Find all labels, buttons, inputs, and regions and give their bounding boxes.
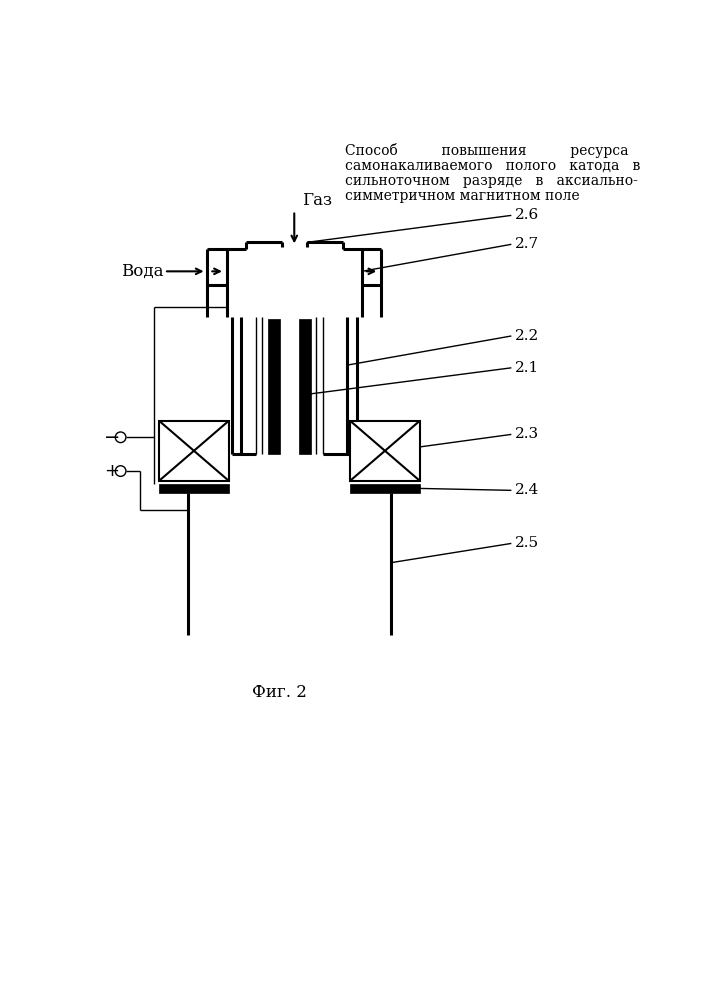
Text: 2.4: 2.4	[515, 483, 539, 497]
Bar	[350, 484, 420, 493]
Bar	[268, 319, 280, 454]
Text: 2.3: 2.3	[515, 427, 539, 441]
Text: 2.6: 2.6	[515, 208, 539, 222]
Text: Вода: Вода	[121, 263, 163, 280]
Text: 2.2: 2.2	[515, 329, 539, 343]
Text: +: +	[104, 462, 119, 480]
Text: 2.7: 2.7	[515, 237, 539, 251]
Bar	[299, 319, 310, 454]
Bar	[159, 484, 228, 493]
Text: −: −	[104, 428, 121, 447]
Text: симметричном магнитном поле: симметричном магнитном поле	[346, 189, 580, 203]
Text: Газ: Газ	[302, 192, 332, 209]
Text: Фиг. 2: Фиг. 2	[252, 684, 308, 701]
Text: Способ          повышения          ресурса: Способ повышения ресурса	[346, 143, 629, 158]
Text: 2.1: 2.1	[515, 361, 539, 375]
Bar	[159, 421, 228, 481]
Text: 2.5: 2.5	[515, 536, 539, 550]
Text: сильноточном   разряде   в   аксиально-: сильноточном разряде в аксиально-	[346, 174, 638, 188]
Text: самонакаливаемого   полого   катода   в: самонакаливаемого полого катода в	[346, 158, 641, 172]
Bar	[350, 421, 420, 481]
